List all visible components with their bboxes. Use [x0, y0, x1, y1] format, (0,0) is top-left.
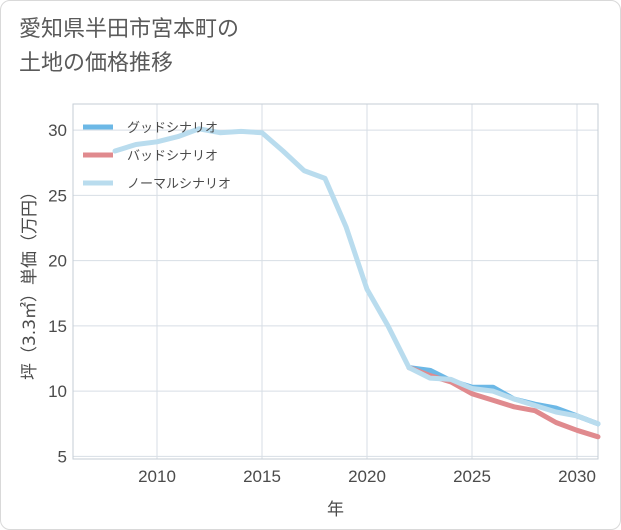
x-axis-label: 年 [327, 500, 344, 520]
legend-label: ノーマルシナリオ [127, 177, 231, 192]
y-tick-label: 20 [48, 252, 67, 271]
y-axis-label: 坪（3.3㎡）単価（万円） [20, 183, 40, 380]
y-tick-label: 30 [48, 121, 67, 140]
x-tick-label: 2020 [348, 467, 386, 486]
y-tick-label: 5 [58, 447, 67, 466]
x-tick-label: 2030 [558, 467, 596, 486]
legend-label: グッドシナリオ [127, 121, 218, 136]
y-tick-label: 25 [48, 186, 67, 205]
x-tick-label: 2025 [453, 467, 491, 486]
y-tick-label: 10 [48, 382, 67, 401]
grid-lines [73, 104, 598, 459]
chart-title: 愛知県半田市宮本町の 土地の価格推移 [19, 17, 240, 76]
x-tick-label: 2010 [138, 467, 176, 486]
y-tick-label: 15 [48, 317, 67, 336]
x-tick-label: 2015 [243, 467, 281, 486]
legend-label: バッドシナリオ [127, 149, 218, 164]
series-lines [112, 126, 601, 440]
plot-border [72, 103, 599, 460]
series-line-3 [112, 126, 601, 427]
